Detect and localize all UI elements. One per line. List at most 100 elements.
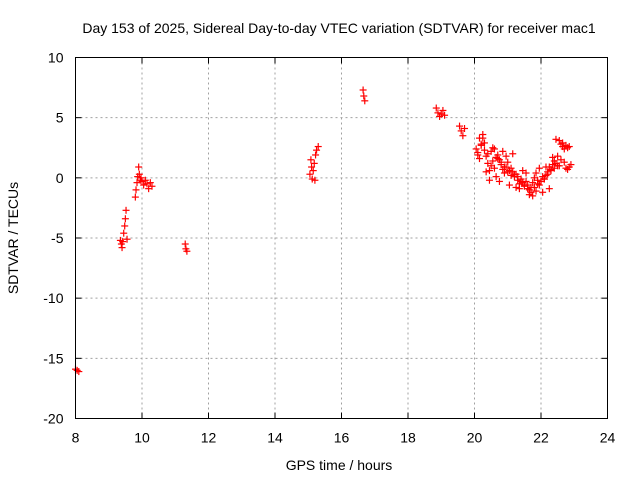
data-point xyxy=(564,165,572,173)
data-point xyxy=(494,155,502,163)
data-point xyxy=(502,152,510,160)
data-point xyxy=(311,176,319,184)
x-tick-label: 24 xyxy=(600,430,616,446)
data-point xyxy=(489,144,497,152)
data-point xyxy=(529,192,537,200)
data-point xyxy=(475,155,483,163)
data-point xyxy=(525,191,533,199)
data-point xyxy=(143,180,151,188)
data-point xyxy=(524,185,532,193)
y-axis-label: SDTVAR / TECUs xyxy=(5,182,21,294)
data-point xyxy=(131,193,139,201)
data-point xyxy=(434,109,442,117)
data-point xyxy=(312,151,320,159)
data-point xyxy=(138,177,146,185)
data-point xyxy=(567,161,575,169)
data-point xyxy=(504,158,512,166)
x-tick-label: 14 xyxy=(267,430,283,446)
x-tick-label: 12 xyxy=(201,430,217,446)
data-point xyxy=(359,86,367,94)
data-point xyxy=(507,164,515,172)
y-tick-label: -15 xyxy=(43,350,63,366)
data-point xyxy=(552,135,560,143)
chart-title: Day 153 of 2025, Sidereal Day-to-day VTE… xyxy=(82,20,595,36)
data-point xyxy=(500,163,508,171)
data-point xyxy=(439,106,447,114)
data-point xyxy=(504,168,512,176)
data-point xyxy=(480,146,488,154)
data-point xyxy=(539,188,547,196)
x-tick-label: 10 xyxy=(134,430,150,446)
data-point xyxy=(490,164,498,172)
data-point xyxy=(314,143,322,151)
data-point xyxy=(437,110,445,118)
y-tick-label: -5 xyxy=(51,230,64,246)
data-point xyxy=(555,162,563,170)
data-point xyxy=(514,173,522,181)
data-point xyxy=(492,173,500,181)
x-tick-labels: 8 10 12 14 16 18 20 22 24 xyxy=(72,430,616,446)
x-tick-label: 22 xyxy=(533,430,549,446)
y-tick-labels: 10 5 0 -5 -10 -15 -20 xyxy=(43,50,63,427)
data-point xyxy=(497,158,505,166)
data-point xyxy=(121,215,129,223)
data-point xyxy=(532,187,540,195)
grid-lines xyxy=(75,57,608,419)
data-point xyxy=(181,240,189,248)
data-point xyxy=(479,131,487,139)
data-point xyxy=(509,150,517,158)
data-point xyxy=(530,183,538,191)
data-point xyxy=(310,159,318,167)
data-point xyxy=(535,181,543,189)
data-point xyxy=(75,368,83,376)
data-point xyxy=(474,151,482,159)
data-point xyxy=(515,185,523,193)
x-tick-label: 18 xyxy=(400,430,416,446)
data-point xyxy=(535,164,543,172)
data-point xyxy=(132,186,140,194)
data-point xyxy=(432,104,440,112)
data-point xyxy=(540,175,548,183)
data-point xyxy=(522,169,530,177)
data-point xyxy=(560,158,568,166)
data-point xyxy=(122,206,130,214)
data-point xyxy=(121,222,129,230)
data-point xyxy=(565,143,573,151)
data-point xyxy=(542,171,550,179)
data-point xyxy=(550,157,558,165)
data-point xyxy=(505,181,513,189)
x-axis-label: GPS time / hours xyxy=(286,457,393,473)
data-point xyxy=(472,145,480,153)
x-tick-label: 20 xyxy=(467,430,483,446)
data-point xyxy=(141,176,149,184)
data-point xyxy=(517,177,525,185)
data-point xyxy=(475,134,483,142)
data-point xyxy=(549,161,557,169)
data-point xyxy=(135,163,143,171)
data-point xyxy=(544,170,552,178)
data-point xyxy=(361,97,369,105)
data-point xyxy=(123,235,131,243)
data-point xyxy=(183,247,191,255)
data-point xyxy=(477,141,485,149)
data-point xyxy=(146,179,154,187)
data-point xyxy=(490,145,498,153)
data-point xyxy=(456,122,464,130)
data-point xyxy=(120,229,128,237)
data-point xyxy=(512,183,520,191)
data-point xyxy=(441,111,449,119)
data-point xyxy=(307,156,315,164)
axis-ticks xyxy=(75,57,608,419)
y-tick-label: -10 xyxy=(43,290,63,306)
data-point xyxy=(547,167,555,175)
data-point xyxy=(140,181,148,189)
data-point xyxy=(308,163,316,171)
data-points xyxy=(72,86,575,376)
data-point xyxy=(459,132,467,140)
data-point xyxy=(306,170,314,178)
data-point xyxy=(507,171,515,179)
data-point xyxy=(118,244,126,252)
data-point xyxy=(542,163,550,171)
data-point xyxy=(489,157,497,165)
